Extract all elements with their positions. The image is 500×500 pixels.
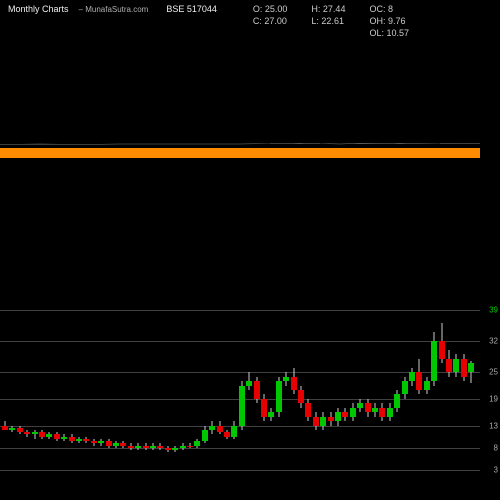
candle bbox=[461, 310, 467, 470]
candle bbox=[187, 310, 193, 470]
candle bbox=[246, 310, 252, 470]
candle bbox=[202, 310, 208, 470]
candle bbox=[350, 310, 356, 470]
y-tick-label: 3 bbox=[494, 466, 498, 475]
candle bbox=[268, 310, 274, 470]
ohlc-high: H: 27.44 bbox=[311, 4, 345, 14]
candle bbox=[342, 310, 348, 470]
candle bbox=[150, 310, 156, 470]
candle bbox=[24, 310, 30, 470]
y-tick-label: 25 bbox=[489, 368, 498, 377]
y-tick-label: 8 bbox=[494, 443, 498, 452]
candle bbox=[180, 310, 186, 470]
y-tick-label: 39 bbox=[489, 306, 498, 315]
y-tick-label: 32 bbox=[489, 337, 498, 346]
header-left: Monthly Charts – MunafaSutra.com BSE 517… bbox=[8, 4, 217, 14]
candle bbox=[157, 310, 163, 470]
candle bbox=[224, 310, 230, 470]
candle bbox=[298, 310, 304, 470]
candle bbox=[120, 310, 126, 470]
candle bbox=[76, 310, 82, 470]
indicator-line bbox=[0, 143, 480, 145]
candle bbox=[128, 310, 134, 470]
candle bbox=[172, 310, 178, 470]
chart-header: Monthly Charts – MunafaSutra.com BSE 517… bbox=[0, 0, 500, 42]
ohlc-e2 bbox=[311, 28, 345, 38]
candle bbox=[446, 310, 452, 470]
ohlc-low: L: 22.61 bbox=[311, 16, 345, 26]
candle bbox=[439, 310, 445, 470]
candle bbox=[387, 310, 393, 470]
candle bbox=[83, 310, 89, 470]
candle bbox=[32, 310, 38, 470]
candle bbox=[372, 310, 378, 470]
candle bbox=[276, 310, 282, 470]
candle bbox=[305, 310, 311, 470]
candle bbox=[468, 310, 474, 470]
candle bbox=[254, 310, 260, 470]
y-tick-label: 19 bbox=[489, 394, 498, 403]
candle bbox=[416, 310, 422, 470]
gridline bbox=[0, 470, 480, 471]
candle bbox=[46, 310, 52, 470]
candle bbox=[143, 310, 149, 470]
ohlc-block: O: 25.00 H: 27.44 OC: 8 C: 27.00 L: 22.6… bbox=[253, 4, 409, 38]
candle bbox=[379, 310, 385, 470]
candle bbox=[394, 310, 400, 470]
candle bbox=[217, 310, 223, 470]
ohlc-ol: OL: 10.57 bbox=[369, 28, 409, 38]
candle bbox=[261, 310, 267, 470]
chart-title: Monthly Charts bbox=[8, 4, 69, 14]
ohlc-oh: OH: 9.76 bbox=[369, 16, 409, 26]
candle bbox=[291, 310, 297, 470]
candle bbox=[209, 310, 215, 470]
candle bbox=[61, 310, 67, 470]
candle bbox=[231, 310, 237, 470]
candle bbox=[402, 310, 408, 470]
candle bbox=[283, 310, 289, 470]
candle bbox=[135, 310, 141, 470]
candle bbox=[194, 310, 200, 470]
y-tick-label: 13 bbox=[489, 421, 498, 430]
candle bbox=[328, 310, 334, 470]
candle bbox=[165, 310, 171, 470]
candle bbox=[17, 310, 23, 470]
candle bbox=[357, 310, 363, 470]
candle bbox=[431, 310, 437, 470]
candle bbox=[2, 310, 8, 470]
ohlc-close: C: 27.00 bbox=[253, 16, 288, 26]
candlestick-chart bbox=[0, 310, 480, 470]
indicator-strip bbox=[0, 148, 480, 158]
ohlc-oc: OC: 8 bbox=[369, 4, 409, 14]
ohlc-open: O: 25.00 bbox=[253, 4, 288, 14]
chart-site: – MunafaSutra.com bbox=[79, 5, 149, 14]
candle bbox=[335, 310, 341, 470]
candle bbox=[106, 310, 112, 470]
candle bbox=[54, 310, 60, 470]
candle bbox=[424, 310, 430, 470]
candle bbox=[113, 310, 119, 470]
candle bbox=[91, 310, 97, 470]
candle bbox=[39, 310, 45, 470]
candle bbox=[9, 310, 15, 470]
ohlc-e1 bbox=[253, 28, 288, 38]
candle bbox=[239, 310, 245, 470]
candle bbox=[320, 310, 326, 470]
y-axis: 393225191383 bbox=[480, 310, 500, 470]
candle bbox=[365, 310, 371, 470]
candle bbox=[409, 310, 415, 470]
candle bbox=[313, 310, 319, 470]
candle bbox=[453, 310, 459, 470]
candle bbox=[69, 310, 75, 470]
chart-ticker: BSE 517044 bbox=[166, 4, 217, 14]
candle bbox=[98, 310, 104, 470]
